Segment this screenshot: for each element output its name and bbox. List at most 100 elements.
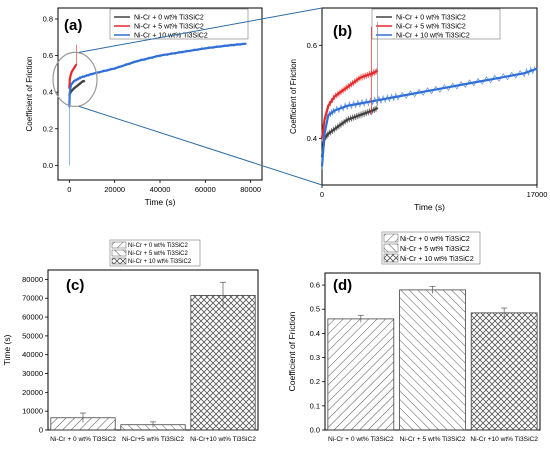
data-point (334, 109, 336, 112)
bar (399, 289, 466, 431)
legend-entry: Ni-Cr + 0 wt% Ti3SiC2 (134, 15, 204, 22)
data-point (346, 119, 348, 121)
data-point (334, 95, 336, 98)
data-point (447, 86, 450, 88)
category-label: Ni-Cr +10 wt% Ti3SiC2 (470, 436, 538, 443)
legend-entry: Ni-Cr + 0 wt% Ti3SiC2 (396, 15, 466, 22)
y-axis-label: Coefficient of Friction (289, 59, 298, 134)
data-point (70, 84, 72, 86)
category-label: Ni-Cr + 0 wt% Ti3SiC2 (328, 436, 394, 443)
data-point (77, 84, 79, 86)
x-tick-label: 40000 (150, 185, 171, 194)
panel-label-c: (c) (66, 277, 84, 294)
data-point (69, 78, 71, 80)
data-point (75, 86, 77, 88)
y-axis-label: Time (s) (2, 334, 12, 365)
data-point (384, 98, 386, 100)
data-point (359, 114, 361, 116)
legend-entry: Ni-Cr + 0 wt% Ti3SiC2 (400, 236, 470, 243)
data-point (327, 114, 329, 116)
x-tick-label: 20000 (104, 185, 125, 194)
y-tick-label: 0.6 (310, 281, 320, 290)
y-tick-label: 60000 (22, 313, 43, 322)
data-point (73, 80, 75, 82)
data-point (227, 44, 229, 47)
data-point (397, 95, 399, 98)
data-point (536, 67, 538, 70)
panel-label-a: (a) (64, 17, 82, 34)
data-point (359, 77, 361, 79)
plot-frame-b (321, 7, 538, 186)
series-noise-0 (321, 105, 378, 161)
legend-entry: Ni-Cr + 10 wt% Ti3SiC2 (400, 256, 474, 263)
data-point (353, 116, 355, 119)
data-point (321, 137, 323, 140)
x-tick-label: 80000 (240, 185, 261, 194)
y-tick-label: 0.8 (43, 14, 53, 23)
data-point (371, 109, 374, 112)
y-tick-label: 40000 (22, 350, 43, 359)
y-tick-label: 0.4 (43, 88, 53, 97)
bar (470, 312, 538, 431)
y-tick-label: 0.2 (43, 124, 53, 133)
x-tick-label: 0 (67, 185, 71, 194)
data-point (523, 72, 525, 74)
y-tick-label: 80000 (22, 275, 43, 284)
data-point (114, 67, 116, 69)
y-tick-label: 0.0 (43, 161, 53, 170)
series-noise-1 (321, 67, 378, 142)
data-point (80, 76, 82, 79)
data-point (80, 82, 82, 84)
legend-box (371, 8, 501, 40)
data-point (71, 71, 73, 73)
data-point (71, 89, 73, 91)
y-tick-label: 0.2 (310, 377, 320, 386)
data-point (334, 128, 336, 130)
x-tick-label: 17000 (527, 190, 548, 199)
y-tick-label: 10000 (22, 407, 43, 416)
series-noise-2 (321, 65, 536, 170)
x-axis-label: Time (s) (414, 202, 445, 212)
series-noise-2 (68, 42, 244, 109)
data-point (346, 105, 348, 107)
legend-swatch (111, 249, 127, 257)
y-tick-label: 0.4 (310, 329, 320, 338)
category-label: Ni-Cr + 0 wt% Ti3SiC2 (50, 436, 116, 443)
legend-swatch (111, 257, 127, 265)
bar (327, 318, 395, 431)
data-point (74, 65, 76, 68)
legend-entry: Ni-Cr + 5 wt% Ti3SiC2 (128, 251, 189, 257)
y-tick-label: 0 (39, 426, 43, 435)
zoom-circle (52, 51, 98, 107)
data-point (377, 107, 379, 109)
data-point (365, 112, 367, 114)
data-point (422, 91, 424, 93)
data-point (204, 47, 206, 49)
x-tick-label: 60000 (195, 185, 216, 194)
y-tick-label: 70000 (22, 294, 43, 303)
data-point (159, 54, 161, 57)
data-point (365, 74, 367, 77)
data-point (323, 133, 326, 135)
data-point (69, 75, 72, 77)
y-tick-label: 0.1 (310, 401, 320, 410)
legend-entry: Ni-Cr + 5 wt% Ti3SiC2 (134, 24, 204, 31)
bar (190, 295, 256, 431)
legend-swatch (383, 253, 399, 263)
x-tick-label: 0 (320, 190, 324, 199)
y-axis-label: Coefficient of Friction (25, 57, 34, 132)
y-tick-label: 50000 (22, 331, 43, 340)
series-noise-1 (68, 63, 77, 90)
legend-swatch (383, 243, 399, 253)
data-point (73, 67, 75, 69)
y-tick-label: 0.5 (310, 305, 320, 314)
data-point (359, 102, 361, 105)
x-axis-label: Time (s) (145, 197, 176, 207)
data-point (371, 72, 374, 74)
data-point (321, 165, 323, 167)
data-point (498, 77, 500, 79)
y-tick-label: 0.6 (307, 41, 317, 50)
legend-box (381, 231, 481, 265)
data-point (340, 123, 342, 126)
data-point (73, 87, 75, 90)
